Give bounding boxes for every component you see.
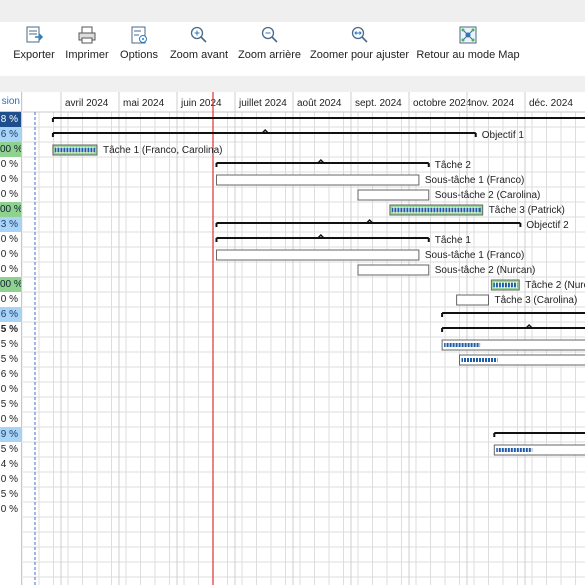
progress-value-11: 00 % (0, 277, 21, 292)
task-bar-10[interactable] (357, 264, 430, 276)
progress-value-16: 5 % (0, 354, 18, 365)
progress-value-18: 0 % (0, 384, 18, 395)
zoom-in-label: Zoom avant (169, 49, 229, 61)
progress-value-1: 6 % (0, 127, 21, 142)
task-progress-16 (461, 358, 498, 362)
month-label-8: déc. 2024 (529, 98, 573, 109)
options-button[interactable]: Options (119, 22, 159, 76)
export-icon (26, 26, 44, 43)
summary-milestone (366, 218, 374, 224)
month-label-6: octobre 2024 (413, 98, 472, 109)
progress-value-21: 9 % (0, 427, 21, 442)
summary-milestone (317, 233, 325, 239)
task-label-1: Objectif 1 (482, 130, 525, 141)
zoom-fit-icon (351, 26, 368, 43)
map-mode-button[interactable]: Retour au mode Map (416, 22, 520, 76)
progress-value-7: 3 % (0, 217, 21, 232)
export-button[interactable]: Exporter (12, 22, 56, 76)
task-bar-9[interactable] (215, 249, 420, 261)
task-label-3: Tâche 2 (435, 160, 472, 171)
summary-milestone (261, 128, 269, 134)
print-label: Imprimer (65, 49, 109, 61)
task-label-5: Sous-tâche 2 (Carolina) (435, 190, 541, 201)
toolbar-separator (0, 76, 585, 92)
progress-value-6: 00 % (0, 202, 21, 217)
zoom-out-icon (261, 26, 278, 43)
task-bar-12[interactable] (456, 294, 490, 306)
progress-value-0: 8 % (0, 112, 21, 127)
progress-value-9: 0 % (0, 249, 18, 260)
task-bar-4[interactable] (215, 174, 420, 186)
task-label-8: Tâche 1 (435, 235, 472, 246)
map-mode-label: Retour au mode Map (416, 49, 520, 61)
zoom-fit-button[interactable]: Zoomer pour ajuster (309, 22, 410, 76)
export-label: Exporter (13, 49, 55, 61)
month-label-5: sept. 2024 (355, 98, 402, 109)
progress-value-19: 5 % (0, 399, 18, 410)
task-label-4: Sous-tâche 1 (Franco) (425, 175, 525, 186)
progress-value-15: 5 % (0, 339, 18, 350)
zoom-in-icon (190, 26, 207, 43)
task-bar-15[interactable] (441, 339, 585, 351)
task-label-6: Tâche 3 (Patrick) (489, 205, 565, 216)
timeline-header (23, 92, 585, 112)
summary-milestone (317, 158, 325, 164)
month-label-1: mai 2024 (123, 98, 165, 109)
progress-value-2: 00 % (0, 142, 21, 157)
progress-value-4: 0 % (0, 174, 18, 185)
task-progress-11 (493, 283, 518, 287)
progress-value-12: 0 % (0, 294, 18, 305)
task-bar-5[interactable] (357, 189, 430, 201)
window-top-strip (0, 0, 585, 22)
summary-milestone (525, 323, 533, 329)
task-progress-22 (496, 448, 533, 452)
progress-value-23: 4 % (0, 459, 18, 470)
task-bar-16[interactable] (459, 354, 585, 366)
month-label-7: nov. 2024 (471, 98, 515, 109)
progress-value-22: 5 % (0, 444, 18, 455)
print-button[interactable]: Imprimer (64, 22, 110, 76)
zoom-in-button[interactable]: Zoom avant (170, 22, 228, 76)
progress-value-10: 0 % (0, 264, 18, 275)
progress-column: sion 8 % 6 % 00 % 0 % 0 % 0 % 00 % 3 % 0 % 0 % 0 %… (0, 92, 22, 585)
zoom-out-label: Zoom arrière (238, 49, 301, 61)
task-label-9: Sous-tâche 1 (Franco) (425, 250, 525, 261)
options-icon (131, 26, 147, 44)
task-bar-22[interactable] (493, 444, 585, 456)
month-label-2: juin 2024 (180, 98, 222, 109)
progress-column-header: sion (0, 92, 21, 112)
progress-value-13: 6 % (0, 307, 21, 322)
zoom-out-button[interactable]: Zoom arrière (238, 22, 301, 76)
task-progress-15 (444, 343, 481, 347)
gantt-chart[interactable]: avril 2024 mai 2024 juin 2024 juillet 2024 a… (23, 92, 585, 585)
map-mode-icon (459, 26, 477, 44)
task-label-2: Tâche 1 (Franco, Carolina) (103, 145, 223, 156)
printer-icon (78, 26, 96, 44)
zoom-fit-label: Zoomer pour ajuster (309, 49, 410, 61)
progress-value-17: 6 % (0, 369, 18, 380)
toolbar: Exporter Imprimer Options Zoom avant Zoo… (0, 22, 585, 76)
month-label-3: juillet 2024 (238, 98, 287, 109)
progress-value-25: 5 % (0, 489, 18, 500)
task-label-12: Tâche 3 (Carolina) (495, 295, 578, 306)
gantt-svg[interactable]: avril 2024 mai 2024 juin 2024 juillet 2024 a… (23, 92, 585, 585)
progress-value-3: 0 % (0, 159, 18, 170)
task-label-10: Sous-tâche 2 (Nurcan) (435, 265, 536, 276)
progress-value-5: 0 % (0, 189, 18, 200)
task-label-11: Tâche 2 (Nurcan, P (525, 280, 585, 291)
month-label-4: août 2024 (297, 98, 342, 109)
progress-value-8: 0 % (0, 234, 18, 245)
progress-value-26: 0 % (0, 504, 18, 515)
progress-value-14: 5 % (0, 324, 18, 335)
options-label: Options (120, 49, 158, 61)
task-label-7: Objectif 2 (526, 220, 569, 231)
month-label-0: avril 2024 (65, 98, 109, 109)
progress-value-24: 0 % (0, 474, 18, 485)
progress-value-20: 0 % (0, 414, 18, 425)
